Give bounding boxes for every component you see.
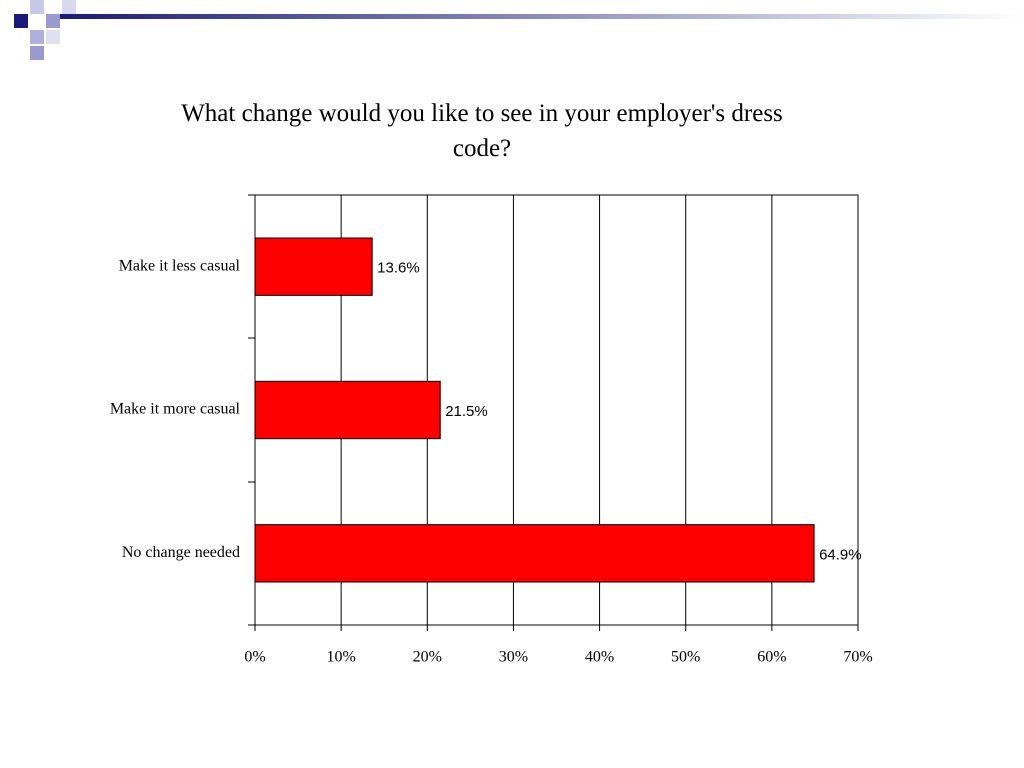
- value-label: 64.9%: [819, 546, 862, 563]
- decor-square: [30, 0, 44, 14]
- x-tick-label: 0%: [244, 649, 265, 666]
- value-label: 13.6%: [377, 260, 420, 277]
- decor-square: [46, 14, 60, 28]
- value-label: 21.5%: [445, 403, 488, 420]
- bar: [254, 237, 373, 296]
- x-tick-label: 70%: [843, 649, 872, 666]
- decor-square: [30, 30, 44, 44]
- y-tick-label: Make it more casual: [110, 401, 241, 418]
- decor-square: [30, 46, 44, 60]
- x-tick-label: 50%: [671, 649, 700, 666]
- chart-title: What change would you like to see in you…: [181, 100, 783, 162]
- decor-square: [46, 30, 60, 44]
- y-tick-label: Make it less casual: [119, 257, 241, 274]
- decor-square: [14, 14, 28, 28]
- bar: [254, 380, 441, 440]
- x-tick-label: 10%: [326, 649, 355, 666]
- x-tick-label: 40%: [585, 649, 614, 666]
- y-tick-label: No change needed: [122, 544, 240, 561]
- x-tick-label: 30%: [499, 649, 528, 666]
- decor-square: [62, 0, 76, 14]
- x-tick-label: 20%: [413, 649, 442, 666]
- header-bar: [60, 14, 1024, 19]
- x-tick-label: 60%: [757, 649, 786, 666]
- bar: [254, 524, 815, 583]
